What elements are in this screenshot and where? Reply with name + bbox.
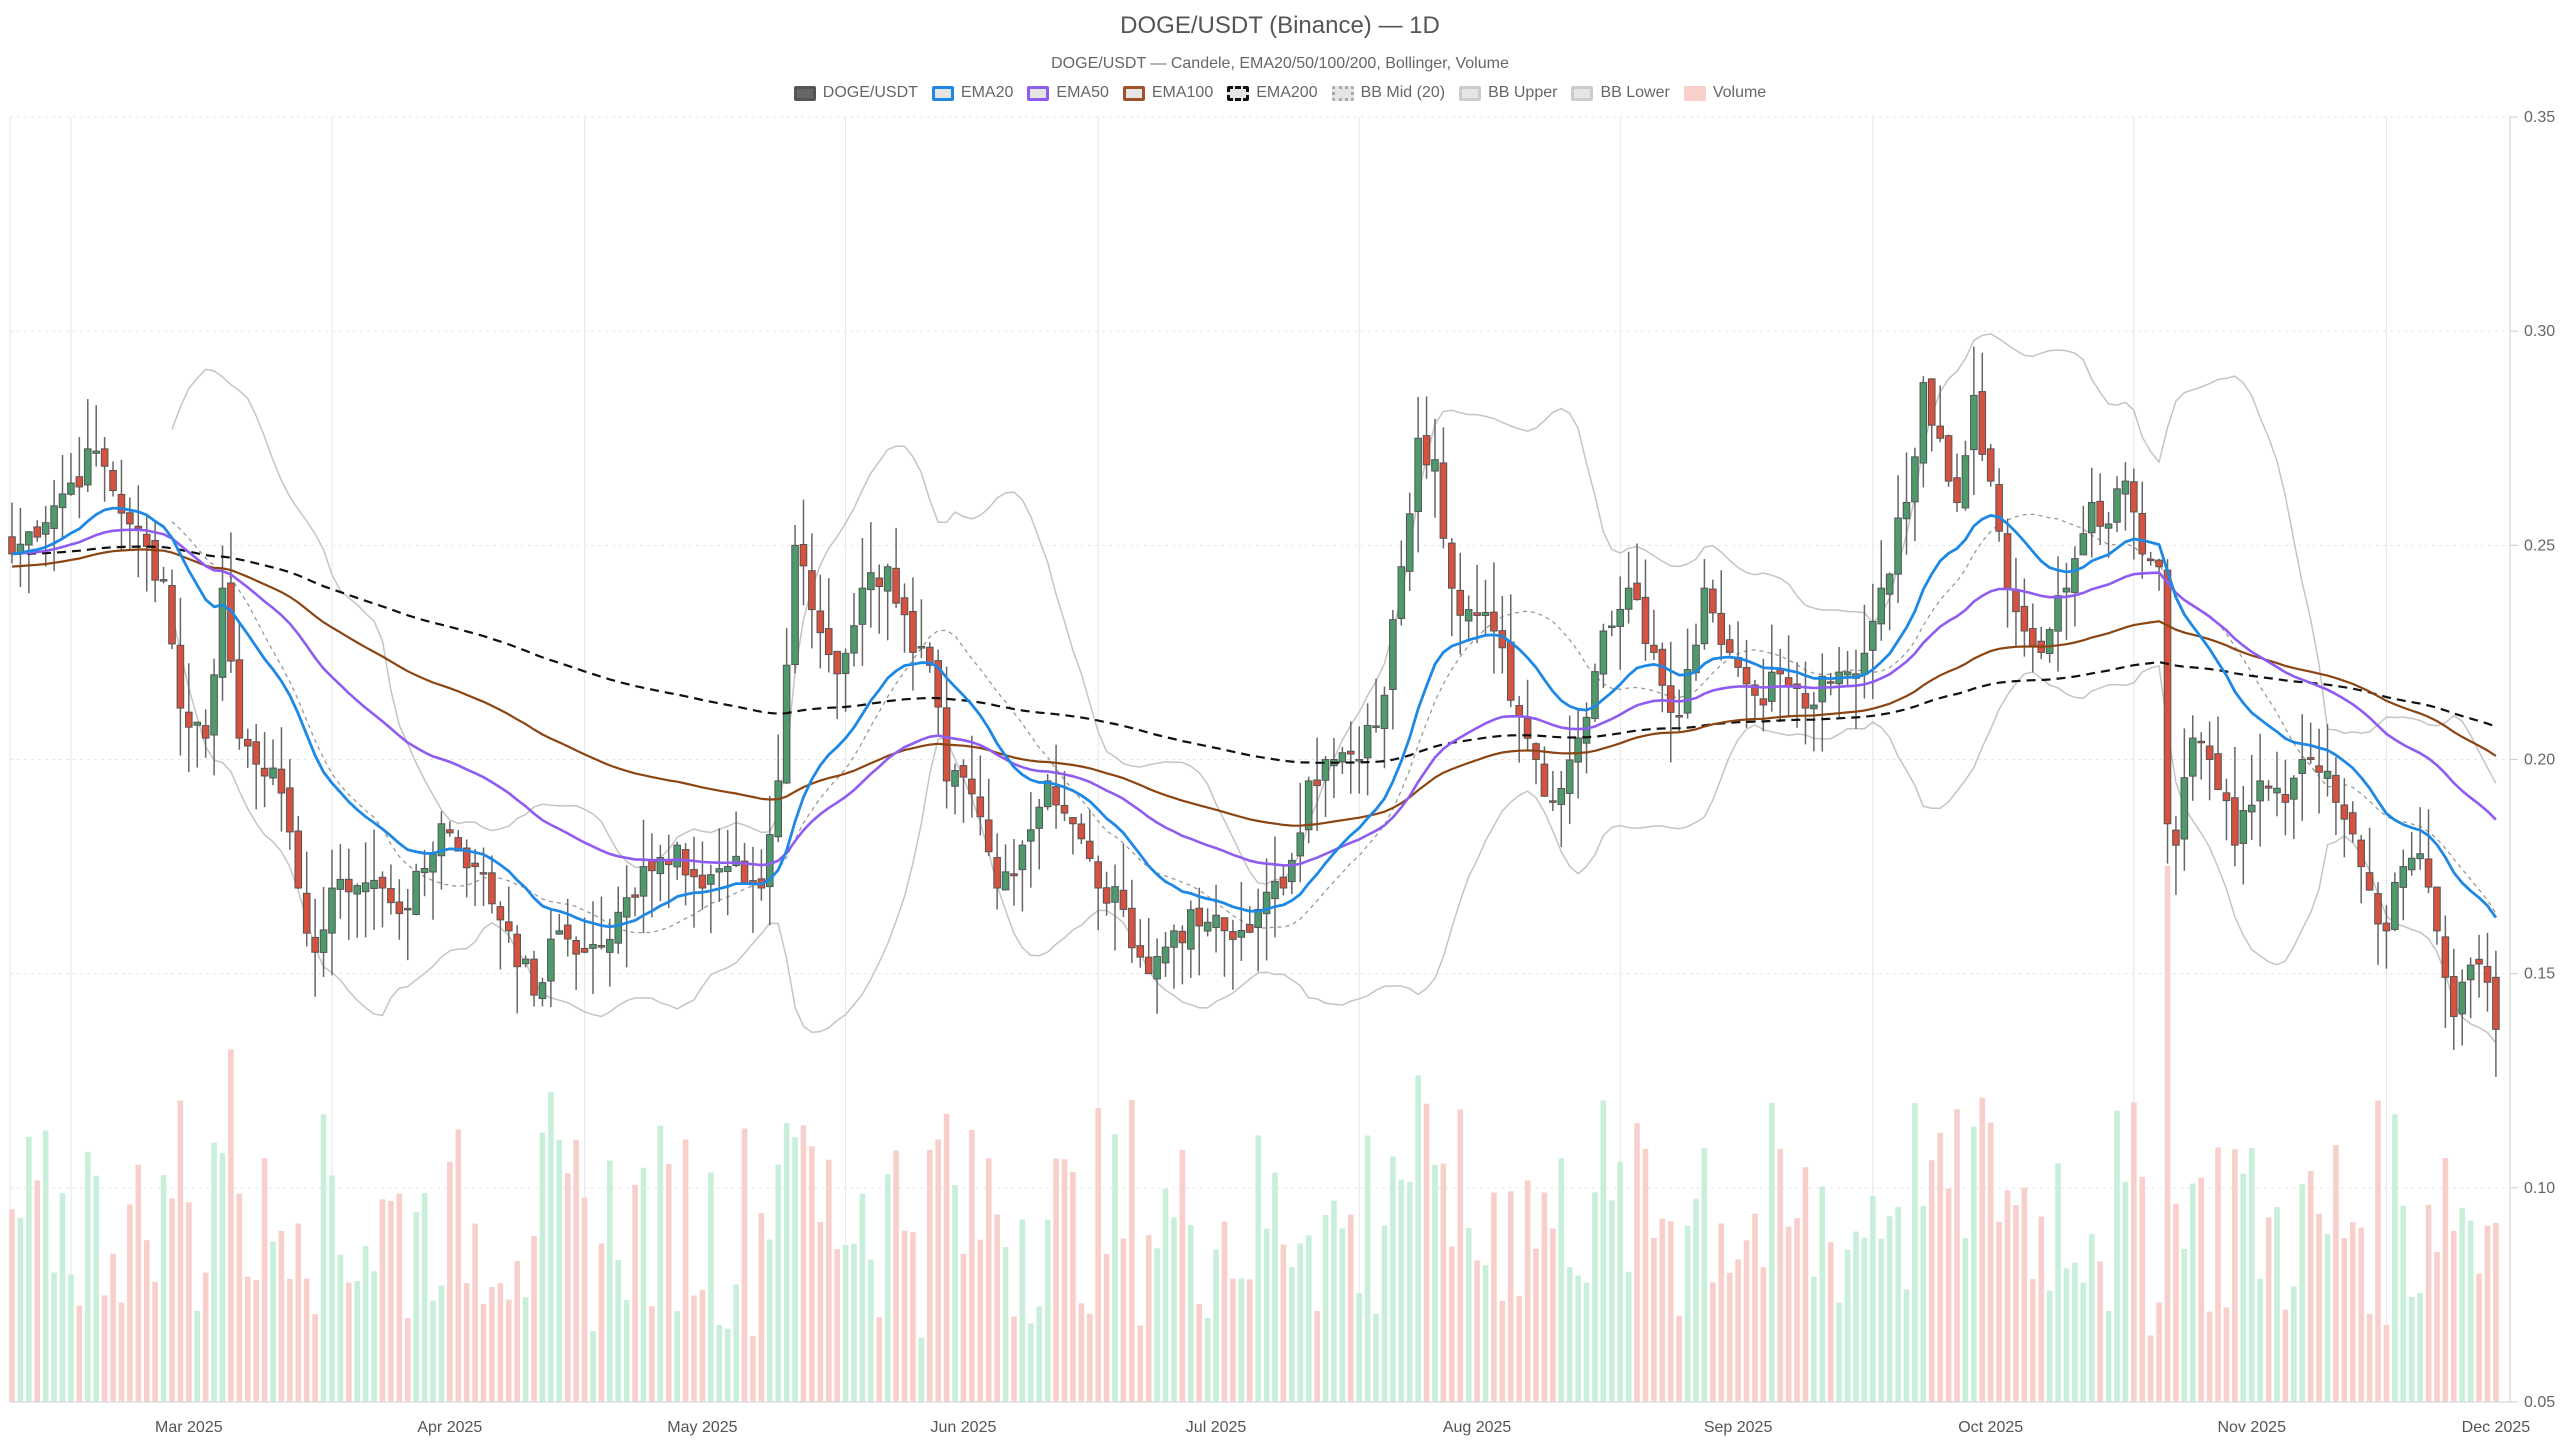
legend-label: BB Mid (20) [1360, 84, 1446, 101]
svg-text:0.25: 0.25 [2524, 537, 2555, 554]
svg-text:Mar 2025: Mar 2025 [155, 1419, 223, 1436]
legend-swatch-icon [1331, 85, 1354, 101]
svg-text:Sep 2025: Sep 2025 [1704, 1419, 1773, 1436]
legend-swatch-icon [1122, 85, 1145, 101]
legend: DOGE/USDT EMA20 EMA50 EMA100 EMA200 BB Mid (2… [0, 84, 2560, 102]
legend-label: DOGE/USDT [822, 84, 918, 101]
chart-title: DOGE/USDT (Binance) — 1D [1120, 12, 1440, 39]
legend-label: EMA100 [1151, 84, 1214, 101]
svg-text:0.10: 0.10 [2524, 1180, 2555, 1197]
svg-text:0.15: 0.15 [2524, 966, 2555, 983]
legend-item-ema100[interactable]: EMA100 [1122, 84, 1214, 102]
candles [8, 346, 2500, 1077]
svg-text:Apr 2025: Apr 2025 [417, 1419, 482, 1436]
svg-text:Jul 2025: Jul 2025 [1186, 1419, 1247, 1436]
legend-swatch-icon [1571, 85, 1594, 101]
chart-subtitle: DOGE/USDT — Candele, EMA20/50/100/200, B… [1051, 55, 1509, 72]
legend-swatch-icon [1459, 85, 1482, 101]
volume-bars [9, 865, 2499, 1402]
axes: 0.05 0.10 0.15 0.20 0.25 0.30 0.35 Mar 2025 Apr … [10, 109, 2555, 1436]
legend-item-ema200[interactable]: EMA200 [1227, 84, 1318, 102]
svg-text:0.35: 0.35 [2524, 109, 2555, 126]
legend-swatch-icon [1683, 85, 1706, 101]
legend-item-ema20[interactable]: EMA20 [931, 84, 1014, 102]
ema-lines [11, 506, 2498, 929]
svg-text:Nov 2025: Nov 2025 [2217, 1419, 2286, 1436]
legend-label: EMA50 [1056, 84, 1109, 101]
legend-swatch-icon [931, 85, 954, 101]
svg-text:0.30: 0.30 [2524, 323, 2555, 340]
svg-text:Oct 2025: Oct 2025 [1958, 1419, 2023, 1436]
legend-label: EMA20 [960, 84, 1014, 101]
legend-label: EMA200 [1256, 84, 1318, 101]
legend-item-bb-mid-20[interactable]: BB Mid (20) [1331, 84, 1446, 102]
legend-label: Volume [1712, 84, 1767, 101]
svg-text:Aug 2025: Aug 2025 [1443, 1419, 1512, 1436]
legend-item-ema50[interactable]: EMA50 [1027, 84, 1109, 102]
legend-item-doge-usdt[interactable]: DOGE/USDT [793, 84, 918, 102]
legend-swatch-icon [793, 85, 816, 101]
svg-text:0.20: 0.20 [2524, 752, 2555, 769]
legend-swatch-icon [1227, 85, 1250, 101]
legend-item-bb-lower[interactable]: BB Lower [1571, 84, 1670, 102]
svg-text:Dec 2025: Dec 2025 [2462, 1419, 2531, 1436]
legend-swatch-icon [1027, 85, 1050, 101]
legend-label: BB Lower [1600, 84, 1670, 101]
legend-label: BB Upper [1488, 84, 1558, 101]
legend-item-volume[interactable]: Volume [1683, 84, 1767, 102]
legend-item-bb-upper[interactable]: BB Upper [1459, 84, 1557, 102]
svg-text:May 2025: May 2025 [667, 1419, 737, 1436]
svg-text:Jun 2025: Jun 2025 [931, 1419, 997, 1436]
svg-text:0.05: 0.05 [2524, 1394, 2555, 1411]
